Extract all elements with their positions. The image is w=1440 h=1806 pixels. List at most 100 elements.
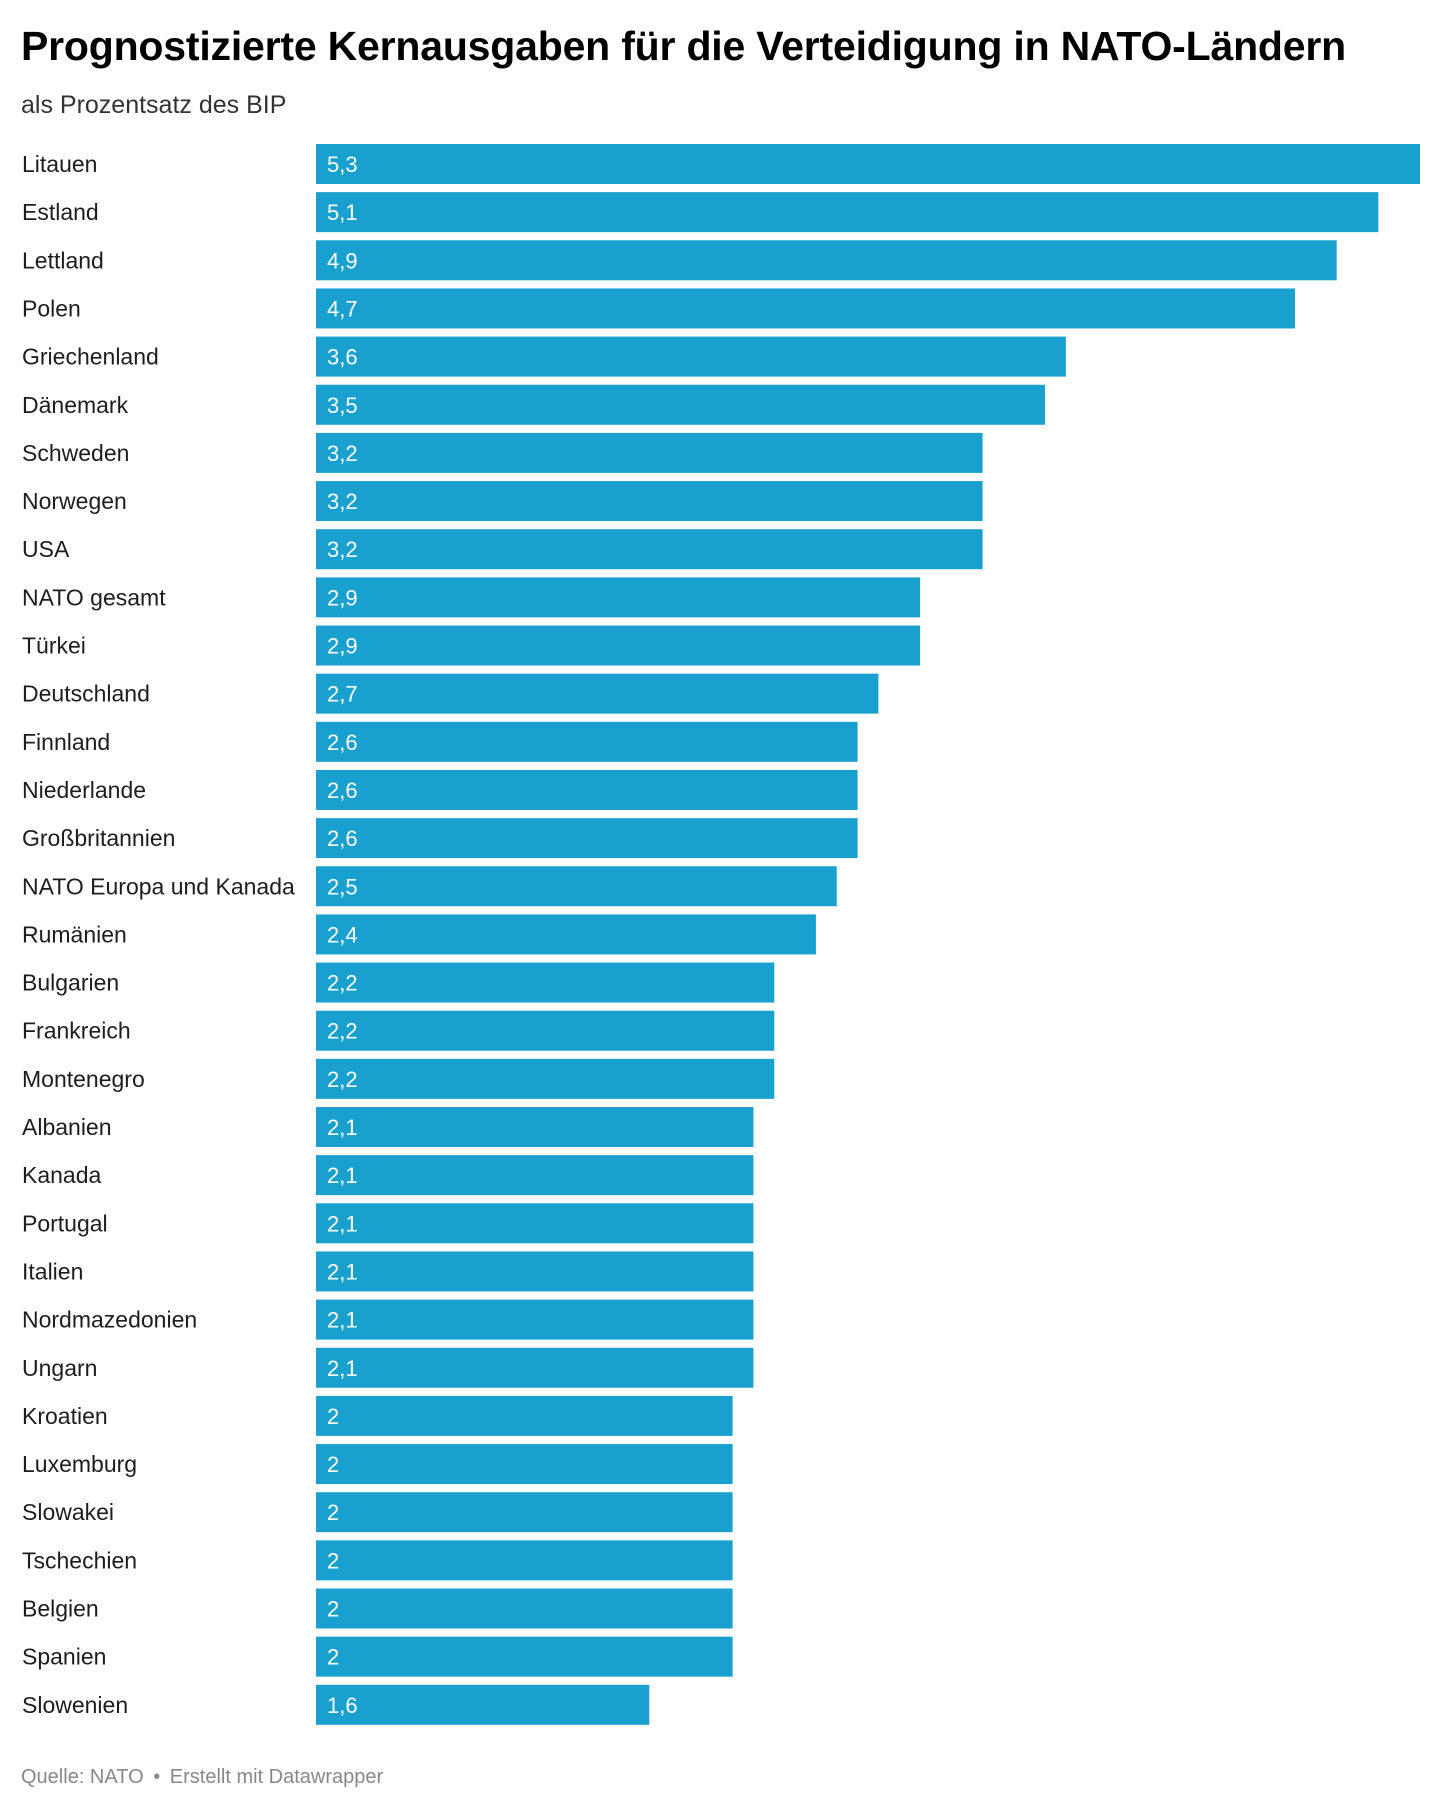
category-label: Finnland bbox=[22, 729, 110, 755]
category-label: Slowenien bbox=[22, 1692, 128, 1718]
bar bbox=[316, 1347, 754, 1388]
bar bbox=[316, 1010, 775, 1051]
chart-title: Prognostizierte Kernausgaben für die Ver… bbox=[21, 23, 1346, 69]
bar-row: Ungarn 2,1 bbox=[22, 1347, 754, 1388]
bar bbox=[316, 1155, 754, 1196]
bar-row: USA 3,2 bbox=[22, 529, 983, 570]
value-label: 2,1 bbox=[327, 1308, 358, 1333]
bar bbox=[316, 914, 816, 955]
bar-row: Norwegen 3,2 bbox=[22, 481, 983, 522]
bar-row: Slowenien 1,6 bbox=[22, 1684, 650, 1725]
bar-row: Albanien 2,1 bbox=[22, 1107, 754, 1147]
category-label: Tschechien bbox=[22, 1547, 137, 1573]
bar bbox=[316, 1588, 733, 1629]
bar-row: Schweden 3,2 bbox=[22, 432, 983, 473]
value-label: 1,6 bbox=[327, 1693, 358, 1718]
bar-row: NATO Europa und Kanada 2,5 bbox=[22, 866, 837, 907]
value-label: 2 bbox=[327, 1548, 339, 1573]
bar bbox=[316, 240, 1337, 281]
bar-row: Montenegro 2,2 bbox=[22, 1058, 775, 1099]
category-label: Estland bbox=[22, 199, 99, 225]
category-label: Griechenland bbox=[22, 344, 159, 370]
value-label: 3,6 bbox=[327, 345, 358, 370]
bar bbox=[316, 1107, 754, 1147]
value-label: 2,1 bbox=[327, 1356, 358, 1381]
value-label: 2,6 bbox=[327, 778, 358, 803]
value-label: 2 bbox=[327, 1404, 339, 1429]
bar-row: Portugal 2,1 bbox=[22, 1203, 754, 1244]
value-label: 2,1 bbox=[327, 1115, 358, 1140]
category-label: USA bbox=[22, 536, 70, 562]
bar-row: Spanien 2 bbox=[22, 1636, 733, 1677]
category-label: Polen bbox=[22, 295, 81, 321]
category-label: Lettland bbox=[22, 247, 104, 273]
category-label: Nordmazedonien bbox=[22, 1307, 197, 1333]
value-label: 3,5 bbox=[327, 393, 358, 418]
bar bbox=[316, 336, 1066, 377]
bar-row: NATO gesamt 2,9 bbox=[22, 577, 921, 618]
bar bbox=[316, 529, 983, 570]
value-label: 2,1 bbox=[327, 1259, 358, 1284]
category-label: Luxemburg bbox=[22, 1451, 137, 1477]
bar-row: Frankreich 2,2 bbox=[22, 1010, 775, 1051]
value-label: 2,7 bbox=[327, 682, 358, 707]
category-label: Norwegen bbox=[22, 488, 127, 514]
value-label: 2,1 bbox=[327, 1163, 358, 1188]
bar-row: Deutschland 2,7 bbox=[22, 673, 879, 714]
chart-footer: Quelle: NATO • Erstellt mit Datawrapper bbox=[21, 1763, 383, 1791]
value-label: 2 bbox=[327, 1645, 339, 1670]
bar bbox=[316, 192, 1379, 233]
bar bbox=[316, 1444, 733, 1485]
bar-row: Nordmazedonien 2,1 bbox=[22, 1299, 754, 1340]
category-label: Ungarn bbox=[22, 1355, 97, 1381]
bar bbox=[316, 1684, 650, 1725]
value-label: 2,2 bbox=[327, 1019, 358, 1044]
credit-note: Erstellt mit Datawrapper bbox=[169, 1766, 384, 1788]
value-label: 3,2 bbox=[327, 537, 358, 562]
bar-row: Niederlande 2,6 bbox=[22, 769, 858, 810]
bar bbox=[316, 818, 858, 859]
bar bbox=[316, 432, 983, 473]
bar bbox=[316, 1540, 733, 1581]
chart-subtitle: als Prozentsatz des BIP bbox=[21, 91, 287, 119]
bar-row: Litauen 5,3 bbox=[22, 144, 1420, 184]
value-label: 2,1 bbox=[327, 1211, 358, 1236]
bar bbox=[316, 625, 921, 666]
category-label: Montenegro bbox=[22, 1066, 145, 1092]
bar-row: Rumänien 2,4 bbox=[22, 914, 816, 955]
bar-row: Italien 2,1 bbox=[22, 1251, 754, 1292]
value-label: 2,6 bbox=[327, 826, 358, 851]
category-label: Slowakei bbox=[22, 1499, 114, 1525]
bar bbox=[316, 384, 1046, 425]
category-label: Spanien bbox=[22, 1644, 106, 1670]
category-label: Frankreich bbox=[22, 1018, 131, 1044]
bar bbox=[316, 1251, 754, 1292]
bar bbox=[316, 866, 837, 907]
bar bbox=[316, 721, 858, 762]
category-label: NATO gesamt bbox=[22, 584, 166, 610]
value-label: 2,2 bbox=[327, 1067, 358, 1092]
value-label: 2,9 bbox=[327, 634, 358, 659]
value-label: 3,2 bbox=[327, 441, 358, 466]
bar-row: Dänemark 3,5 bbox=[22, 384, 1046, 425]
bar-row: Griechenland 3,6 bbox=[22, 336, 1066, 377]
bar bbox=[316, 577, 921, 618]
value-label: 2,5 bbox=[327, 874, 358, 899]
value-label: 3,2 bbox=[327, 489, 358, 514]
value-label: 4,7 bbox=[327, 296, 358, 321]
bar-row: Türkei 2,9 bbox=[22, 625, 921, 666]
bar-row: Belgien 2 bbox=[22, 1588, 733, 1629]
footer-separator: • bbox=[153, 1766, 161, 1788]
bar bbox=[316, 1492, 733, 1533]
value-label: 2 bbox=[327, 1597, 339, 1622]
category-label: Schweden bbox=[22, 440, 129, 466]
bar bbox=[316, 288, 1296, 329]
bar-row: Estland 5,1 bbox=[22, 192, 1379, 233]
bar-row: Polen 4,7 bbox=[22, 288, 1296, 329]
bar bbox=[316, 1058, 775, 1099]
category-label: Rumänien bbox=[22, 921, 127, 947]
bar-row: Luxemburg 2 bbox=[22, 1444, 733, 1485]
category-label: Großbritannien bbox=[22, 825, 175, 851]
category-label: Belgien bbox=[22, 1596, 99, 1622]
category-label: Niederlande bbox=[22, 777, 146, 803]
